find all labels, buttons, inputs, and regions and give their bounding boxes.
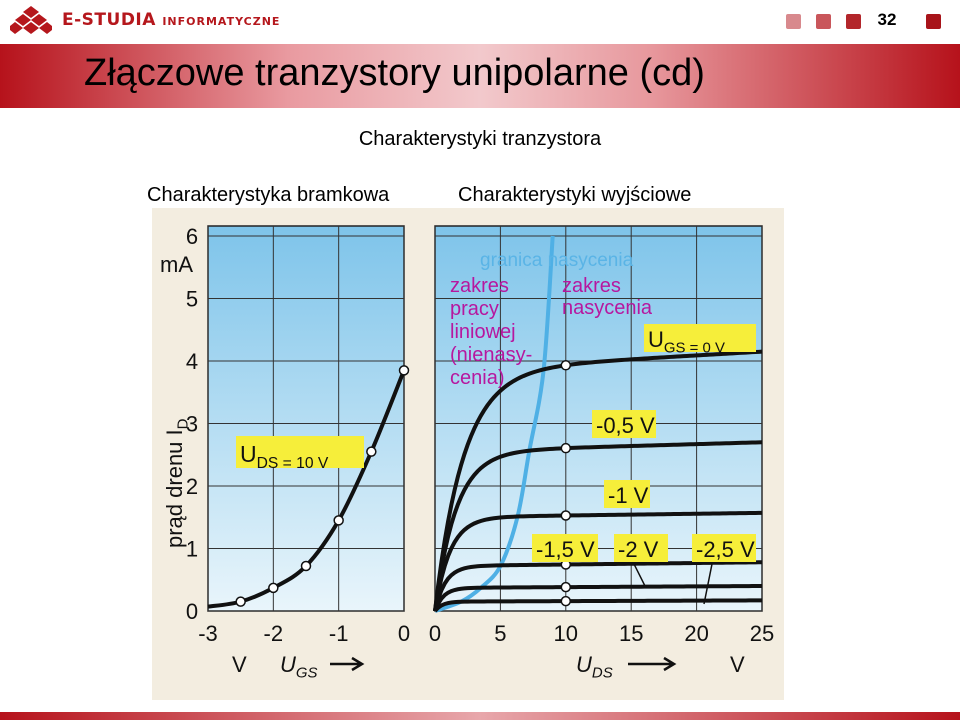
series-label-box — [532, 534, 598, 562]
data-point — [560, 442, 572, 454]
x-tick-label: -1 — [329, 621, 349, 646]
x-axis-label: UGS — [280, 652, 318, 682]
y-tick-label: 2 — [186, 474, 198, 499]
data-point — [235, 596, 246, 607]
brand-sub: INFORMATYCZNE — [162, 15, 281, 28]
x-tick-label: 15 — [619, 621, 643, 646]
data-point — [560, 510, 572, 521]
output-curve — [433, 349, 763, 612]
x-tick-label: 0 — [398, 621, 410, 646]
y-tick-label: 1 — [186, 537, 198, 562]
caption-output-characteristic: Charakterystyki wyjściowe — [458, 184, 692, 206]
annotation-text: cenia) — [450, 367, 504, 389]
x-tick-label: -2 — [264, 621, 284, 646]
slide-subtitle: Charakterystyki tranzystora — [358, 128, 602, 150]
caption-gate-characteristic: Charakterystyka bramkowa — [147, 184, 390, 206]
deco-square — [926, 14, 941, 29]
x-unit-label: V — [730, 652, 745, 677]
brand-main: E-STUDIA — [62, 10, 156, 30]
series-label: -2,5 V — [696, 537, 755, 562]
y-tick-label: 4 — [186, 349, 198, 374]
logo-icon — [10, 6, 52, 34]
title-bar — [0, 44, 960, 108]
y-tick-label: 0 — [186, 599, 198, 624]
deco-square — [816, 14, 831, 29]
gate-plot-area — [207, 225, 405, 612]
x-tick-label: 0 — [429, 621, 441, 646]
arrow-icon — [330, 656, 365, 672]
annotation-text: zakres — [450, 275, 509, 297]
x-tick-label: 25 — [750, 621, 774, 646]
annotation-text: granica nasycenia — [480, 250, 634, 271]
x-tick-label: 5 — [494, 621, 506, 646]
slide-title: Złączowe tranzystory unipolarne (cd) — [84, 52, 705, 94]
output-curve — [433, 510, 763, 612]
arrow-icon — [628, 656, 677, 672]
x-unit-label: V — [232, 652, 247, 677]
series-label: -1,5 V — [536, 537, 595, 562]
output-curve — [433, 598, 763, 613]
series-label-box — [592, 410, 656, 438]
deco-square — [846, 14, 861, 29]
annotation-text: pracy — [450, 298, 499, 320]
output-curve — [433, 440, 763, 612]
data-point — [560, 360, 572, 371]
series-label: -2 V — [618, 537, 659, 562]
y-tick-label: 3 — [186, 412, 198, 437]
brand-name: E-STUDIA INFORMATYCZNE — [62, 10, 280, 30]
series-label: -0,5 V — [596, 413, 655, 438]
y-tick-label: 6 — [186, 224, 198, 249]
data-point — [560, 595, 572, 607]
series-label: -1 V — [608, 483, 649, 508]
annotation-text: UDS = 10 V — [240, 441, 329, 472]
data-point — [333, 515, 344, 526]
series-label-box — [692, 534, 756, 562]
series-label-box — [604, 480, 650, 508]
deco-square — [786, 14, 801, 29]
data-point — [398, 365, 410, 376]
chart-figure: 0 1 2 3 4 5 6 -3 -2 -1 0 0 5 10 15 20 25 mA prąd drenu ID… — [152, 208, 784, 700]
series-label-box — [614, 534, 668, 562]
x-axis-label: UDS — [576, 652, 613, 682]
x-tick-label: 10 — [554, 621, 578, 646]
series-label: UGS = 0 V — [648, 327, 725, 357]
data-point — [300, 560, 312, 572]
y-unit-label: mA — [160, 252, 193, 277]
annotation-text: liniowej — [450, 321, 516, 343]
y-tick-label: 5 — [186, 287, 198, 312]
output-curve — [433, 560, 763, 612]
x-tick-label: 20 — [684, 621, 708, 646]
bottom-line — [0, 712, 960, 720]
annotation-box — [236, 436, 364, 468]
data-point — [268, 582, 279, 594]
page-number: 32 — [877, 10, 897, 29]
annotation-text: (nienasy- — [450, 344, 532, 366]
leader-line — [633, 563, 713, 605]
data-point — [560, 581, 572, 593]
annotation-text: nasycenia — [562, 297, 653, 319]
series-label-box — [644, 324, 756, 352]
x-tick-label: -3 — [198, 621, 218, 646]
y-axis-label: prąd drenu ID — [162, 418, 192, 548]
annotation-text: zakres — [562, 275, 621, 297]
data-point — [366, 446, 377, 457]
